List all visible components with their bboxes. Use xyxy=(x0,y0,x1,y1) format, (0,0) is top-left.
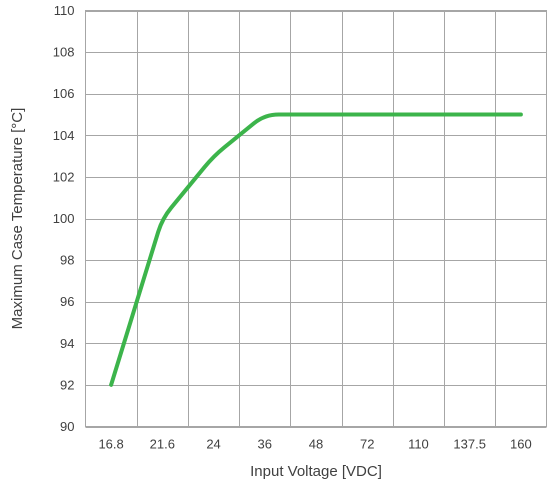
x-tick-label: 16.8 xyxy=(98,437,123,452)
x-axis-ticks: 16.8 21.6 24 36 48 72 110 137.5 160 xyxy=(98,437,531,452)
x-tick-label: 24 xyxy=(206,437,220,452)
y-tick-label: 102 xyxy=(53,169,75,184)
y-tick-label: 96 xyxy=(60,294,74,309)
plot-area-frame xyxy=(85,10,547,427)
y-tick-label: 110 xyxy=(54,3,75,18)
y-tick-label: 104 xyxy=(53,128,75,143)
x-tick-label: 21.6 xyxy=(150,437,175,452)
y-tick-label: 108 xyxy=(53,45,75,60)
y-tick-label: 98 xyxy=(60,253,74,268)
y-tick-label: 94 xyxy=(60,336,74,351)
y-axis-title: Maximum Case Temperature [°C] xyxy=(9,108,26,330)
grid xyxy=(85,10,547,428)
x-tick-label: 36 xyxy=(258,437,272,452)
x-tick-label: 160 xyxy=(510,437,532,452)
y-tick-label: 90 xyxy=(60,419,74,434)
x-tick-label: 48 xyxy=(309,437,323,452)
x-tick-label: 110 xyxy=(408,437,429,452)
x-tick-label: 137.5 xyxy=(453,437,486,452)
y-tick-label: 106 xyxy=(53,86,75,101)
x-axis-title: Input Voltage [VDC] xyxy=(250,463,382,480)
y-axis-ticks: 90 92 94 96 98 100 102 104 106 108 110 xyxy=(53,3,75,434)
series-layer xyxy=(109,112,523,387)
x-tick-label: 72 xyxy=(360,437,374,452)
y-tick-label: 100 xyxy=(53,211,75,226)
series-line xyxy=(109,112,523,387)
y-tick-label: 92 xyxy=(60,377,74,392)
